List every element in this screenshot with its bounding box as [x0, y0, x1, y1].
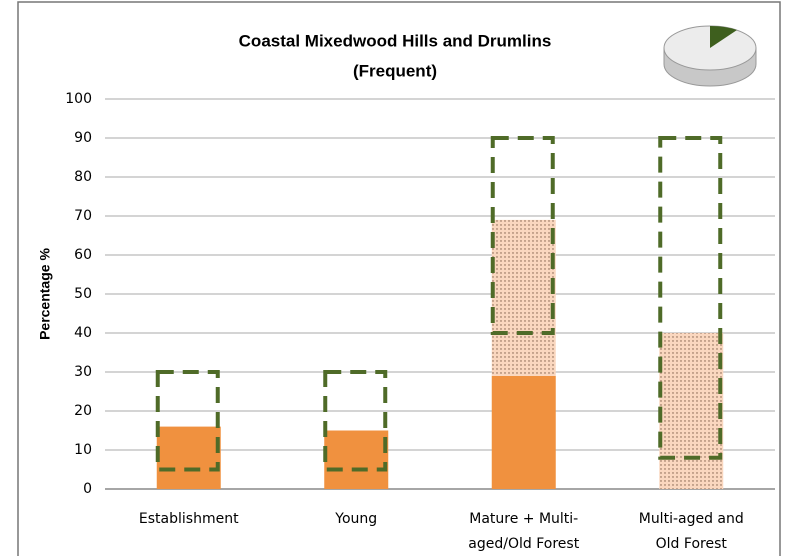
- y-tick-label: 100: [65, 91, 92, 107]
- target-range: [490, 136, 555, 335]
- x-tick-label: Mature + Multi-: [469, 511, 578, 527]
- y-tick-label: 40: [74, 325, 92, 341]
- y-tick-label: 50: [74, 286, 92, 302]
- target-range: [323, 370, 388, 472]
- y-axis-label: Percentage %: [37, 248, 53, 340]
- y-tick-label: 90: [74, 130, 92, 146]
- x-tick-label: Establishment: [139, 511, 239, 527]
- y-tick-label: 70: [74, 208, 92, 224]
- y-tick-label: 20: [74, 403, 92, 419]
- y-tick-label: 60: [74, 247, 92, 263]
- x-tick-label: Young: [334, 511, 377, 527]
- pie-icon: [663, 25, 757, 87]
- chart-title: Coastal Mixedwood Hills and Drumlins: [239, 31, 552, 50]
- x-tick-label: aged/Old Forest: [468, 536, 579, 552]
- y-tick-label: 0: [83, 481, 92, 497]
- y-tick-label: 30: [74, 364, 92, 380]
- bar-segment: [324, 430, 389, 489]
- bar-segment: [491, 219, 556, 376]
- bar-segment: [156, 426, 221, 489]
- x-tick-label: Multi-aged and: [639, 511, 744, 527]
- target-range: [658, 136, 723, 460]
- frame: [17, 1, 781, 556]
- x-tick-label: Old Forest: [656, 536, 728, 552]
- y-tick-label: 80: [74, 169, 92, 185]
- bar-segment: [491, 375, 556, 489]
- chart-subtitle: (Frequent): [353, 61, 437, 80]
- bar-segment: [659, 333, 724, 489]
- target-range: [155, 370, 220, 472]
- y-tick-label: 10: [74, 442, 92, 458]
